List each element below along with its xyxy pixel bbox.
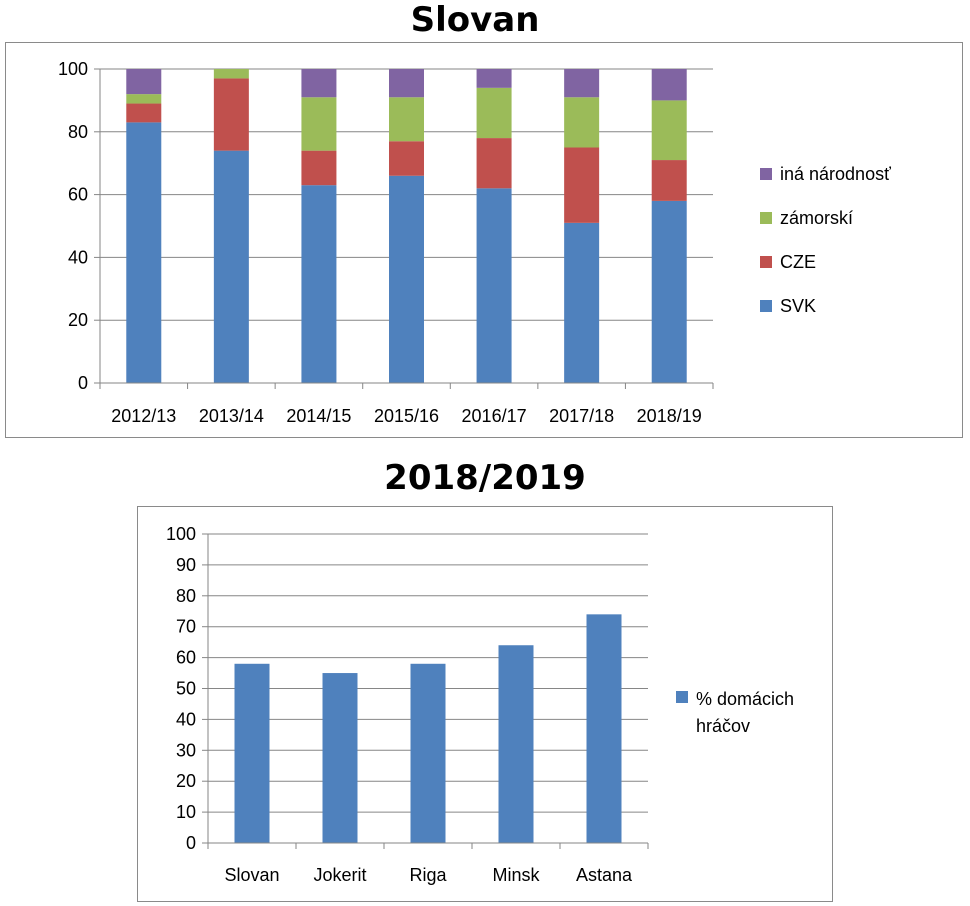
x-tick-label: Slovan [224, 865, 279, 885]
x-tick-label: 2015/16 [374, 406, 439, 426]
y-tick-label: 40 [176, 709, 196, 729]
bar-2012/13-iná národnosť [126, 69, 162, 95]
x-tick-label: 2014/15 [286, 406, 351, 426]
x-tick-label: Minsk [492, 865, 540, 885]
y-tick-label: 10 [176, 802, 196, 822]
bar-2016/17-zámorskí [476, 87, 512, 139]
bar-2016/17-iná národnosť [476, 69, 512, 88]
legend-label: CZE [780, 251, 816, 272]
bar-2014/15-SVK [301, 185, 337, 383]
y-tick-label: 20 [176, 771, 196, 791]
legend-swatch [760, 300, 772, 312]
legend-swatch [760, 212, 772, 224]
bar-2012/13-CZE [126, 103, 162, 123]
y-tick-label: 50 [176, 679, 196, 699]
bar-2017/18-iná národnosť [564, 69, 600, 98]
bar-Slovan-% domácich hráčov [234, 663, 270, 843]
y-tick-label: 80 [176, 586, 196, 606]
bar-2015/16-iná národnosť [389, 69, 424, 98]
y-tick-label: 100 [58, 59, 88, 79]
legend-item: zámorskí [760, 207, 891, 229]
y-tick-label: 90 [176, 555, 196, 575]
bar-2018/19-iná národnosť [651, 69, 687, 101]
y-tick-label: 40 [68, 247, 88, 267]
y-tick-label: 70 [176, 617, 196, 637]
bar-2013/14-zámorskí [213, 69, 249, 79]
x-tick-label: 2012/13 [111, 406, 176, 426]
bar-2014/15-CZE [301, 150, 337, 186]
x-tick-label: Jokerit [313, 865, 366, 885]
y-tick-label: 20 [68, 310, 88, 330]
bar-2016/17-CZE [476, 138, 512, 189]
bar-2015/16-SVK [389, 175, 424, 383]
bar-2015/16-zámorskí [389, 97, 424, 142]
legend-label: zámorskí [780, 207, 854, 228]
bar-2017/18-CZE [564, 147, 600, 223]
y-tick-label: 60 [68, 185, 88, 205]
x-tick-label: 2013/14 [199, 406, 264, 426]
bar-2013/14-SVK [213, 150, 249, 383]
y-tick-label: 80 [68, 122, 88, 142]
x-tick-label: Riga [409, 865, 447, 885]
bar-2015/16-CZE [389, 141, 424, 176]
x-tick-label: 2016/17 [462, 406, 527, 426]
bar-Minsk-% domácich hráčov [498, 645, 534, 843]
bar-2016/17-SVK [476, 188, 512, 383]
bar-2018/19-zámorskí [651, 100, 687, 161]
y-tick-label: 60 [176, 648, 196, 668]
legend-label: % domácich hráčov [696, 689, 795, 736]
legend-label: iná národnosť [780, 163, 891, 184]
bar-2017/18-zámorskí [564, 97, 600, 148]
bar-2014/15-zámorskí [301, 97, 337, 151]
bar-Astana-% domácich hráčov [586, 614, 622, 843]
x-tick-label: 2017/18 [549, 406, 614, 426]
bar-Jokerit-% domácich hráčov [322, 673, 358, 843]
legend-label: SVK [780, 295, 817, 316]
bar-2017/18-SVK [564, 222, 600, 383]
bar-2018/19-CZE [651, 160, 687, 201]
chart-title-2018-2019: 2018/2019 [384, 458, 586, 498]
legend-item: CZE [760, 251, 891, 273]
legend-item: iná národnosť [760, 163, 891, 185]
y-tick-label: 100 [166, 524, 196, 544]
bar-2018/19-SVK [651, 200, 687, 383]
legend-swatch [760, 168, 772, 180]
y-tick-label: 0 [186, 833, 196, 853]
x-tick-label: 2018/19 [637, 406, 702, 426]
chart-title-slovan: Slovan [410, 0, 540, 40]
bar-Riga-% domácich hráčov [410, 663, 446, 843]
legend-swatch [676, 691, 688, 703]
legend-item: % domácich hráčov [676, 686, 826, 740]
y-tick-label: 0 [78, 373, 88, 393]
legend-swatch [760, 256, 772, 268]
bar-2012/13-zámorskí [126, 94, 162, 104]
bar-2014/15-iná národnosť [301, 69, 337, 98]
legend-2018-2019: % domácich hráčov [676, 686, 826, 762]
legend-item: SVK [760, 295, 891, 317]
bar-2012/13-SVK [126, 122, 162, 383]
y-tick-label: 30 [176, 740, 196, 760]
legend-slovan: iná národnosť zámorskí CZE SVK [760, 163, 891, 339]
x-tick-label: Astana [576, 865, 633, 885]
bar-2013/14-CZE [213, 78, 249, 151]
